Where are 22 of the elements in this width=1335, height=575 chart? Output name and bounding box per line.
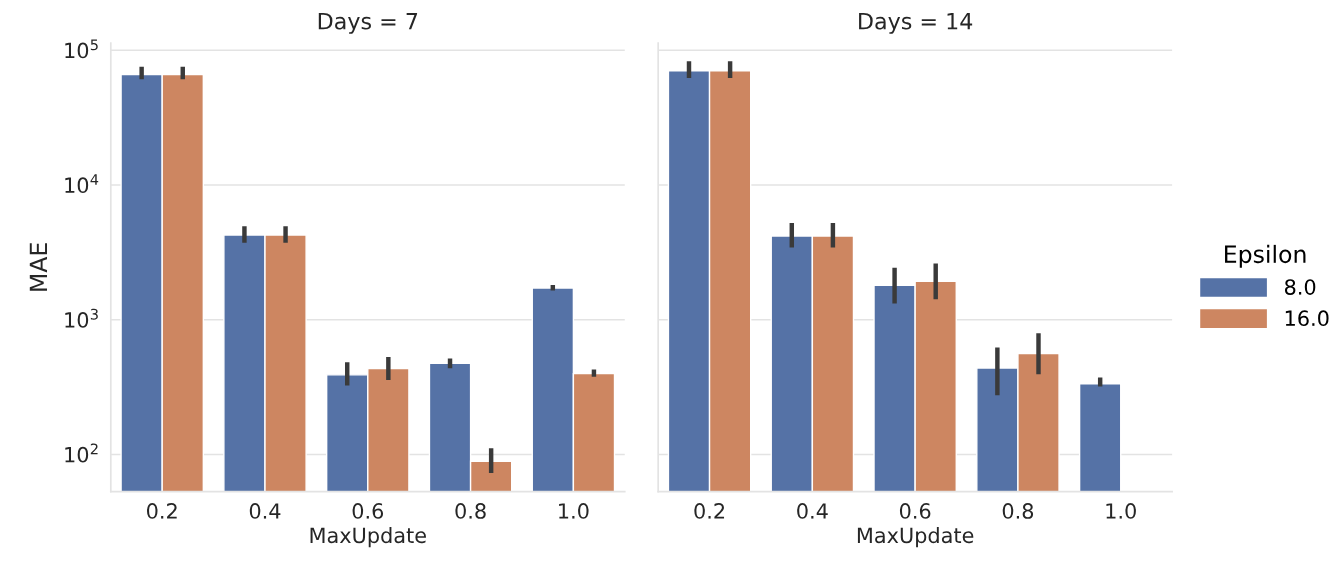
x-axis-title: MaxUpdate bbox=[310, 527, 426, 548]
y-tick-label: 10$^{5}$ bbox=[65, 39, 98, 59]
x-tick-label: 0.4 bbox=[797, 503, 828, 519]
x-tick-label: 0.6 bbox=[899, 503, 931, 519]
x-tick-label: 0.6 bbox=[352, 503, 384, 519]
x-tick-label: 0.4 bbox=[249, 503, 281, 519]
x-tick-label: 1.0 bbox=[559, 503, 589, 519]
chart-title: Days = 7 bbox=[318, 13, 418, 34]
x-axis-title: MaxUpdate bbox=[857, 527, 974, 548]
legend-label: 8.0 bbox=[1284, 279, 1316, 295]
y-tick-label: 10$^{2}$ bbox=[65, 443, 98, 463]
legend-title: Epsilon bbox=[1225, 244, 1306, 268]
y-tick-label: 10$^{3}$ bbox=[65, 308, 98, 328]
legend-label: 16.0 bbox=[1285, 310, 1329, 327]
x-tick-label: 0.8 bbox=[455, 503, 486, 519]
x-tick-label: 0.8 bbox=[1002, 503, 1034, 519]
x-tick-label: 0.2 bbox=[147, 503, 177, 519]
y-axis-title: MAE bbox=[29, 243, 48, 291]
y-tick-label: 10$^{4}$ bbox=[65, 174, 99, 194]
x-tick-label: 1.0 bbox=[1106, 503, 1136, 519]
x-tick-label: 0.2 bbox=[694, 503, 725, 519]
chart-title: Days = 14 bbox=[859, 13, 973, 34]
